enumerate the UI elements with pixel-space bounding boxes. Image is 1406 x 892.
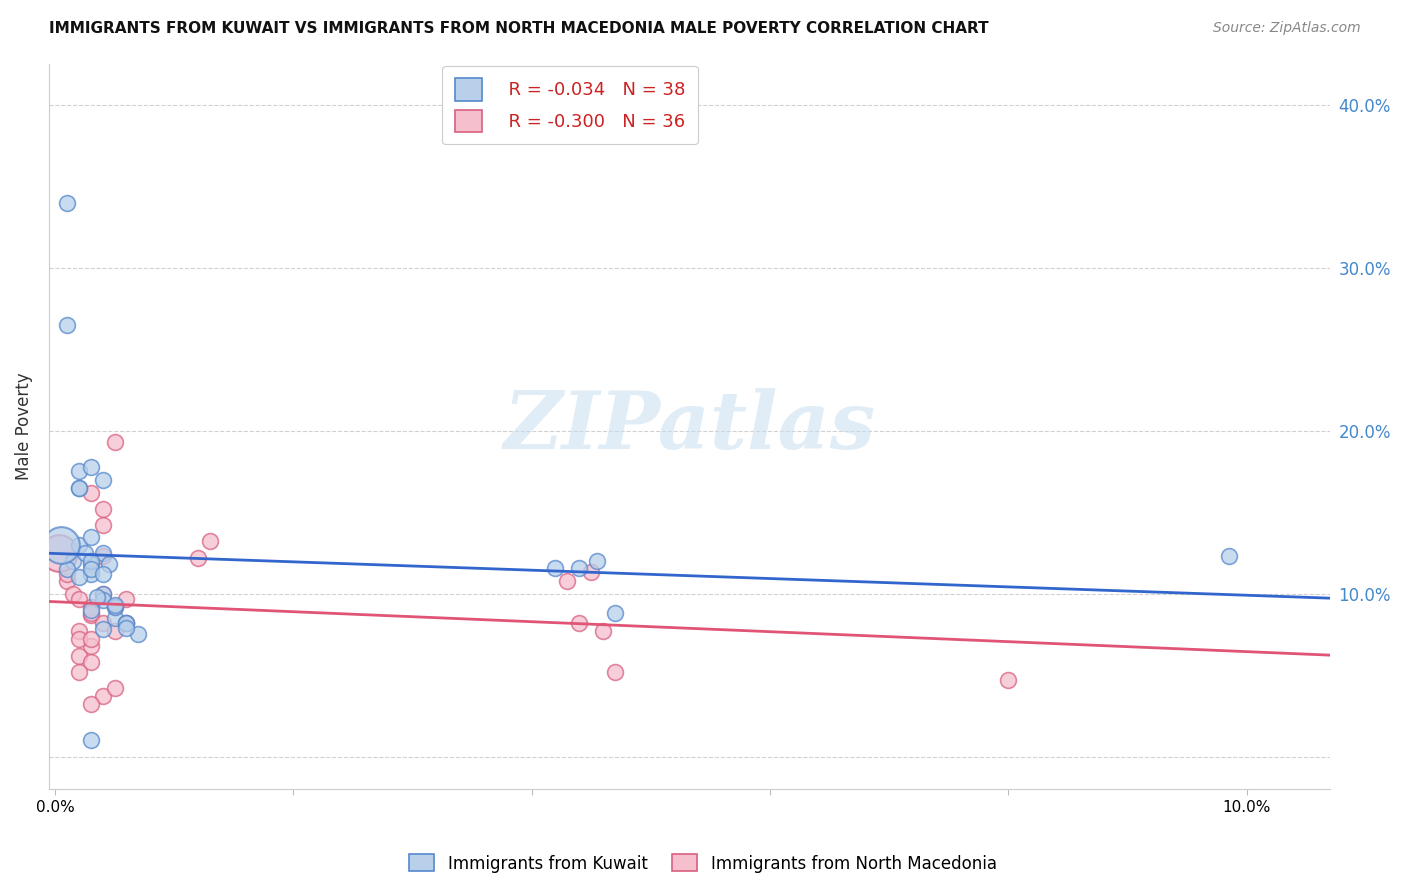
- Point: [115, 621, 138, 635]
- Point: [603, 606, 626, 620]
- Point: [1218, 549, 1240, 563]
- Point: [49, 538, 72, 552]
- Point: [67, 570, 90, 584]
- Point: [103, 435, 125, 450]
- Text: ZIPatlas: ZIPatlas: [503, 388, 876, 466]
- Point: [56, 318, 79, 332]
- Point: [997, 673, 1019, 687]
- Point: [62, 554, 84, 568]
- Point: [91, 549, 114, 563]
- Point: [79, 558, 101, 572]
- Point: [115, 615, 138, 630]
- Point: [79, 530, 101, 544]
- Y-axis label: Male Poverty: Male Poverty: [15, 373, 32, 481]
- Point: [557, 574, 579, 588]
- Point: [586, 554, 609, 568]
- Point: [79, 567, 101, 582]
- Point: [79, 639, 101, 653]
- Point: [73, 546, 96, 560]
- Point: [67, 665, 90, 679]
- Point: [79, 485, 101, 500]
- Point: [79, 606, 101, 620]
- Point: [544, 560, 567, 574]
- Point: [67, 632, 90, 647]
- Point: [67, 591, 90, 606]
- Point: [56, 574, 79, 588]
- Legend: Immigrants from Kuwait, Immigrants from North Macedonia: Immigrants from Kuwait, Immigrants from …: [402, 847, 1004, 880]
- Point: [56, 567, 79, 582]
- Point: [79, 655, 101, 669]
- Point: [603, 665, 626, 679]
- Point: [91, 623, 114, 637]
- Point: [79, 599, 101, 614]
- Point: [91, 615, 114, 630]
- Point: [91, 690, 114, 704]
- Point: [91, 586, 114, 600]
- Point: [48, 546, 70, 560]
- Point: [103, 681, 125, 695]
- Point: [79, 698, 101, 712]
- Point: [592, 624, 614, 639]
- Point: [67, 648, 90, 663]
- Point: [79, 632, 101, 647]
- Point: [67, 481, 90, 495]
- Text: Source: ZipAtlas.com: Source: ZipAtlas.com: [1213, 21, 1361, 36]
- Point: [91, 473, 114, 487]
- Point: [187, 550, 209, 565]
- Point: [115, 615, 138, 630]
- Point: [568, 615, 591, 630]
- Point: [56, 562, 79, 576]
- Point: [79, 562, 101, 576]
- Point: [67, 481, 90, 495]
- Point: [67, 538, 90, 552]
- Point: [79, 603, 101, 617]
- Point: [91, 567, 114, 582]
- Point: [103, 611, 125, 625]
- Point: [103, 599, 125, 614]
- Point: [62, 586, 84, 600]
- Point: [581, 566, 603, 580]
- Point: [103, 598, 125, 612]
- Text: IMMIGRANTS FROM KUWAIT VS IMMIGRANTS FROM NORTH MACEDONIA MALE POVERTY CORRELATI: IMMIGRANTS FROM KUWAIT VS IMMIGRANTS FRO…: [49, 21, 988, 37]
- Point: [103, 599, 125, 614]
- Point: [91, 518, 114, 533]
- Point: [115, 615, 138, 630]
- Point: [79, 733, 101, 747]
- Point: [79, 607, 101, 622]
- Point: [198, 534, 221, 549]
- Point: [97, 558, 120, 572]
- Point: [568, 560, 591, 574]
- Point: [103, 624, 125, 639]
- Point: [79, 459, 101, 474]
- Point: [91, 502, 114, 516]
- Point: [56, 195, 79, 210]
- Point: [91, 593, 114, 607]
- Point: [91, 546, 114, 560]
- Point: [67, 464, 90, 478]
- Point: [67, 624, 90, 639]
- Point: [127, 627, 149, 641]
- Point: [79, 554, 101, 568]
- Point: [86, 590, 108, 604]
- Legend:   R = -0.034   N = 38,   R = -0.300   N = 36: R = -0.034 N = 38, R = -0.300 N = 36: [443, 66, 697, 145]
- Point: [91, 586, 114, 600]
- Point: [115, 591, 138, 606]
